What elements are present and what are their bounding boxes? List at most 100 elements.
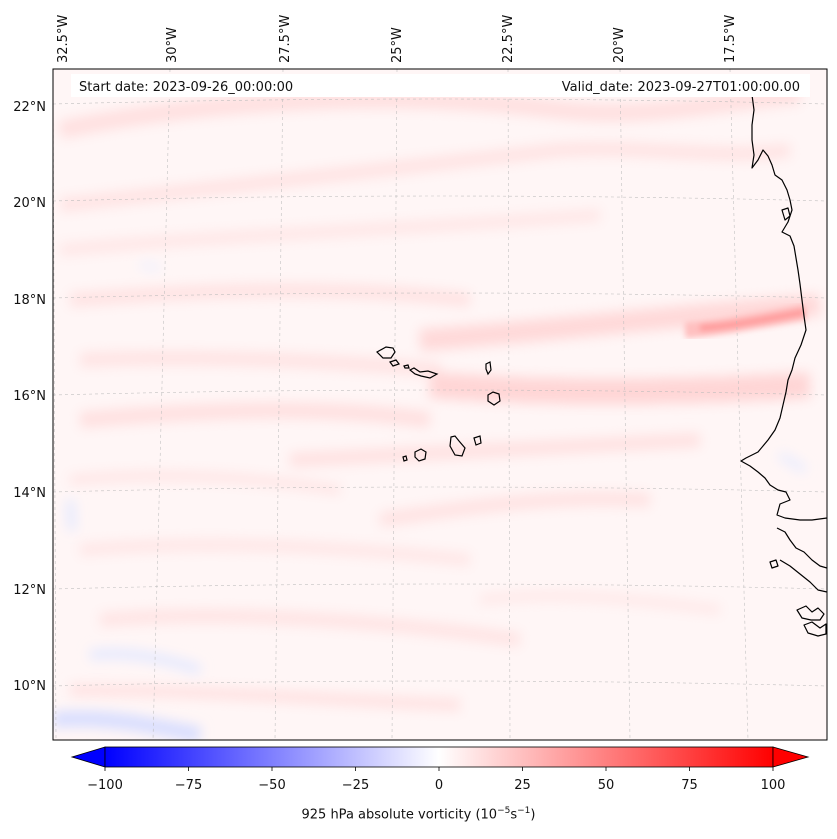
- colorbar-tick-label: 100: [761, 778, 786, 793]
- map-panel: [53, 69, 827, 740]
- lon-label: 32.5°W: [56, 15, 71, 63]
- colorbar-title-suffix: ): [530, 807, 536, 823]
- latitude-labels: 22°N 20°N 18°N 16°N 14°N 12°N 10°N: [13, 100, 46, 694]
- vorticity-streak: [99, 609, 521, 647]
- vorticity-negative-patch: [139, 262, 161, 271]
- colorbar-body: [104, 746, 774, 768]
- vorticity-streak: [69, 470, 341, 495]
- colorbar-title-unit: s: [510, 807, 518, 823]
- vorticity-negative-patches: [53, 262, 808, 740]
- colorbar-tick-label: 75: [681, 778, 698, 793]
- colorbar-tick-label: 50: [598, 778, 615, 793]
- vorticity-streak: [289, 433, 701, 467]
- island-sal: [485, 361, 492, 376]
- colorbar-ticks: [104, 767, 774, 771]
- colorbar-min-extend: [70, 746, 106, 768]
- lon-label: 25°W: [390, 27, 405, 63]
- lat-label: 16°N: [13, 389, 46, 404]
- colorbar: −100 −75 −50 −25 0 25 50 75 100: [70, 746, 810, 793]
- vorticity-streak: [58, 86, 801, 139]
- coastline-guinea-bissau: [776, 527, 827, 569]
- lon-label: 30°W: [165, 27, 180, 63]
- coastline-guinea: [779, 559, 827, 593]
- colorbar-title-exponent: −5: [497, 806, 511, 816]
- vorticity-strong-band: [684, 304, 807, 338]
- vorticity-streak: [59, 209, 601, 256]
- vorticity-streak: [79, 538, 471, 566]
- lat-label: 18°N: [13, 293, 46, 308]
- island-sao-nicolau: [408, 367, 439, 379]
- lon-label: 20°W: [612, 27, 627, 63]
- coastline-island: [769, 559, 779, 569]
- gridline-lat: [53, 98, 827, 105]
- colorbar-tick-label: −50: [258, 778, 285, 793]
- colorbar-max-extend: [772, 746, 810, 768]
- lat-label: 22°N: [13, 100, 46, 115]
- colorbar-tick-label: −75: [175, 778, 202, 793]
- coastline-conakry: [803, 621, 827, 637]
- lat-label: 20°N: [13, 196, 46, 211]
- colorbar-title-exponent: −1: [517, 806, 531, 816]
- colorbar-tick-label: 25: [514, 778, 531, 793]
- african-coastline: [740, 94, 827, 637]
- lat-label: 14°N: [13, 486, 46, 501]
- island-santa-luzia: [403, 364, 410, 369]
- lon-label: 22.5°W: [501, 15, 516, 63]
- colorbar-title: 925 hPa absolute vorticity (10−5s−1): [0, 806, 837, 822]
- lon-label: 27.5°W: [278, 15, 293, 63]
- vorticity-negative-patch: [777, 451, 808, 474]
- coastline-west-africa: [740, 94, 827, 521]
- island-maio: [473, 435, 482, 446]
- lat-label: 10°N: [13, 679, 46, 694]
- vorticity-strong-core: [699, 308, 806, 332]
- longitude-labels: 32.5°W 30°W 27.5°W 25°W 22.5°W 20°W 17.5…: [56, 15, 738, 63]
- map-frame: [52, 68, 828, 741]
- colorbar-tick-label: 0: [435, 778, 443, 793]
- coastline-island: [781, 207, 791, 221]
- colorbar-tick-labels: −100 −75 −50 −25 0 25 50 75 100: [87, 778, 785, 793]
- gridline-lon: [274, 69, 284, 740]
- island-santiago: [449, 435, 466, 457]
- gridline-lat: [53, 583, 827, 590]
- gridline-lat: [53, 292, 827, 299]
- gridline-lon: [53, 69, 57, 740]
- island-fogo: [414, 448, 427, 462]
- vorticity-streak: [419, 294, 821, 351]
- coastline-bijagos: [796, 605, 825, 621]
- vorticity-streak: [429, 372, 811, 405]
- gridline-lon: [729, 69, 749, 740]
- start-date-label: Start date: 2023-09-26_00:00:00: [79, 80, 293, 95]
- gridline-lon: [391, 69, 398, 740]
- gridline-lon: [152, 69, 171, 740]
- vorticity-negative-patch: [53, 710, 202, 740]
- island-brava: [402, 455, 408, 462]
- vorticity-streak: [378, 491, 651, 527]
- lon-label: 17.5°W: [723, 15, 738, 63]
- vorticity-negative-patch: [89, 648, 202, 675]
- vorticity-streak: [69, 684, 461, 711]
- gridline-lon: [619, 69, 631, 740]
- island-boa-vista: [487, 391, 501, 406]
- colorbar-tick-label: −100: [87, 778, 123, 793]
- vorticity-streak: [69, 283, 471, 307]
- island-santo-antao: [376, 346, 396, 359]
- gridline-lat: [53, 389, 827, 396]
- header-box: [71, 74, 810, 97]
- colorbar-tick-label: −25: [342, 778, 369, 793]
- cape-verde-islands: [376, 346, 501, 462]
- gridline-lat: [53, 680, 827, 687]
- colorbar-title-prefix: 925 hPa absolute vorticity (10: [301, 807, 498, 823]
- gridline-lon: [507, 69, 511, 740]
- vorticity-streak: [479, 590, 721, 615]
- vorticity-positive-streaks: [58, 86, 821, 711]
- valid-date-label: Valid_date: 2023-09-27T01:00:00.00: [562, 80, 800, 95]
- gridline-lat: [53, 486, 827, 493]
- vorticity-negative-patch: [66, 499, 76, 531]
- lat-label: 12°N: [13, 583, 46, 598]
- vorticity-streak: [79, 402, 432, 428]
- island-sao-vicente: [389, 359, 400, 367]
- gridlines: [53, 69, 827, 740]
- gridline-lat: [53, 195, 827, 202]
- vorticity-streak: [59, 141, 791, 212]
